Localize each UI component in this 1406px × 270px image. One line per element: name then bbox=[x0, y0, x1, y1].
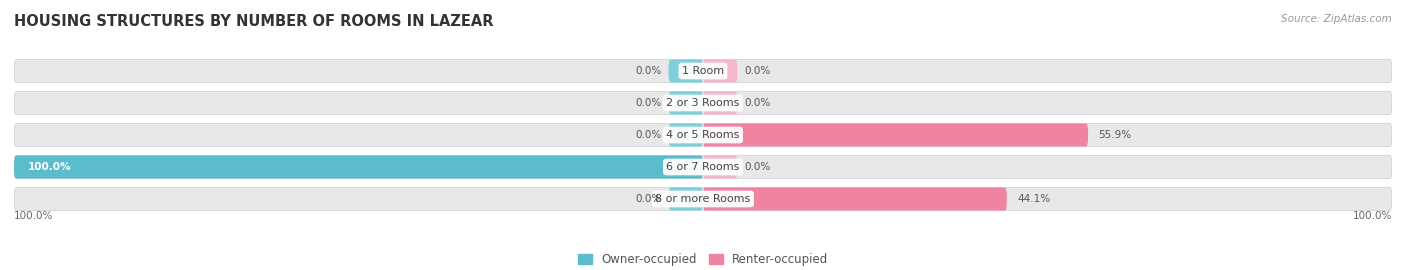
Text: 2 or 3 Rooms: 2 or 3 Rooms bbox=[666, 98, 740, 108]
FancyBboxPatch shape bbox=[14, 156, 1392, 178]
Text: 100.0%: 100.0% bbox=[14, 211, 53, 221]
Text: 0.0%: 0.0% bbox=[636, 98, 662, 108]
FancyBboxPatch shape bbox=[669, 123, 703, 147]
Text: 0.0%: 0.0% bbox=[636, 66, 662, 76]
Text: 0.0%: 0.0% bbox=[744, 66, 770, 76]
FancyBboxPatch shape bbox=[14, 92, 1392, 114]
Text: 1 Room: 1 Room bbox=[682, 66, 724, 76]
FancyBboxPatch shape bbox=[14, 187, 1392, 211]
Text: 6 or 7 Rooms: 6 or 7 Rooms bbox=[666, 162, 740, 172]
Text: 55.9%: 55.9% bbox=[1098, 130, 1132, 140]
Text: 8 or more Rooms: 8 or more Rooms bbox=[655, 194, 751, 204]
FancyBboxPatch shape bbox=[14, 123, 1392, 147]
Text: 0.0%: 0.0% bbox=[636, 194, 662, 204]
FancyBboxPatch shape bbox=[669, 59, 703, 83]
Text: 44.1%: 44.1% bbox=[1017, 194, 1050, 204]
FancyBboxPatch shape bbox=[703, 59, 738, 83]
FancyBboxPatch shape bbox=[703, 123, 1088, 147]
FancyBboxPatch shape bbox=[703, 156, 738, 178]
FancyBboxPatch shape bbox=[669, 187, 703, 211]
FancyBboxPatch shape bbox=[669, 92, 703, 114]
FancyBboxPatch shape bbox=[14, 156, 703, 178]
FancyBboxPatch shape bbox=[703, 187, 1007, 211]
Text: Source: ZipAtlas.com: Source: ZipAtlas.com bbox=[1281, 14, 1392, 23]
Text: 0.0%: 0.0% bbox=[744, 162, 770, 172]
Text: 0.0%: 0.0% bbox=[636, 130, 662, 140]
Text: HOUSING STRUCTURES BY NUMBER OF ROOMS IN LAZEAR: HOUSING STRUCTURES BY NUMBER OF ROOMS IN… bbox=[14, 14, 494, 29]
Text: 100.0%: 100.0% bbox=[1353, 211, 1392, 221]
Text: 4 or 5 Rooms: 4 or 5 Rooms bbox=[666, 130, 740, 140]
Text: 0.0%: 0.0% bbox=[744, 98, 770, 108]
Text: 100.0%: 100.0% bbox=[28, 162, 72, 172]
FancyBboxPatch shape bbox=[703, 92, 738, 114]
FancyBboxPatch shape bbox=[14, 59, 1392, 83]
Legend: Owner-occupied, Renter-occupied: Owner-occupied, Renter-occupied bbox=[572, 248, 834, 270]
